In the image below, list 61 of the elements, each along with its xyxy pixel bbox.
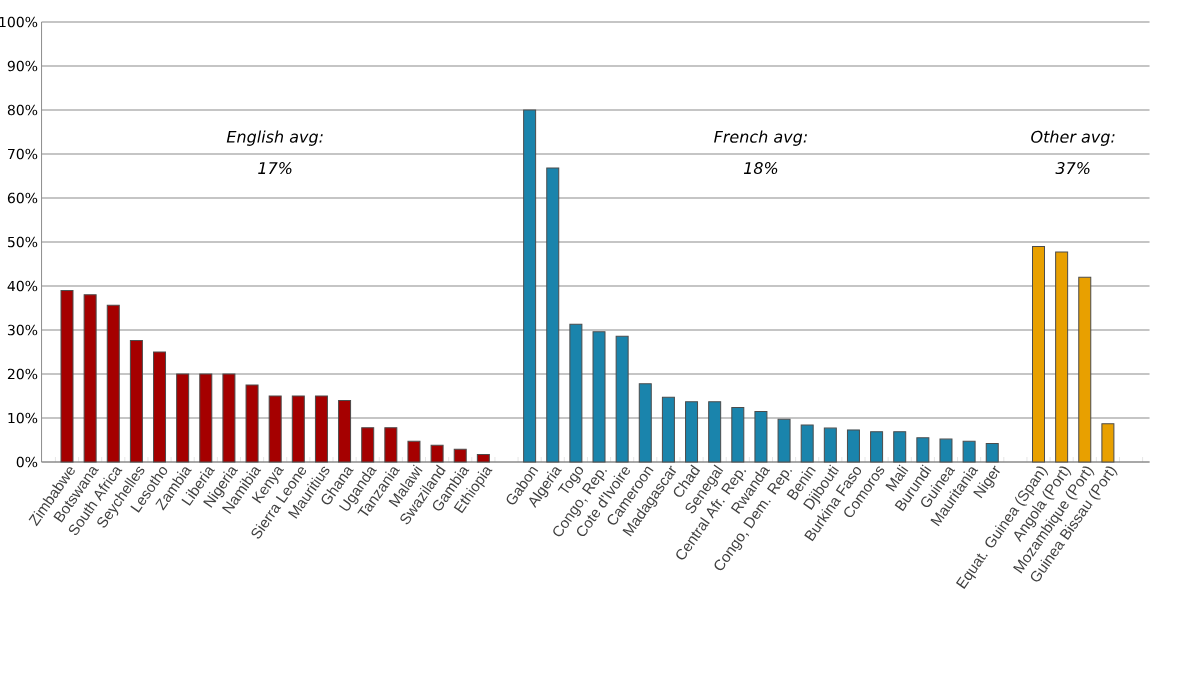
annotation: 37% [1055, 162, 1090, 175]
y-tick-label: 0% [16, 456, 38, 468]
bar [823, 427, 837, 463]
bar [83, 294, 97, 463]
bar [754, 410, 768, 463]
bar [338, 399, 352, 463]
bar [361, 427, 375, 463]
bar [731, 406, 745, 463]
bar [407, 440, 421, 463]
bar [777, 418, 791, 463]
bar [870, 431, 884, 463]
y-tick-label: 50% [7, 236, 38, 248]
bar [1078, 276, 1092, 463]
y-tick-label: 60% [7, 192, 38, 204]
bar [1055, 251, 1069, 463]
bar [985, 443, 999, 463]
bar [268, 395, 282, 463]
bar [916, 437, 930, 463]
bar [314, 395, 328, 463]
bar [106, 304, 120, 463]
bar [129, 340, 143, 463]
bar [638, 383, 652, 463]
y-tick-label: 70% [8, 148, 38, 160]
bar [893, 431, 907, 463]
bar [199, 373, 213, 463]
bar [615, 335, 629, 463]
bar [592, 331, 606, 463]
bar [153, 351, 167, 463]
bar [291, 395, 305, 463]
bar [939, 438, 953, 463]
bar [846, 429, 860, 463]
bar [222, 373, 236, 463]
bar [800, 424, 814, 463]
bar [523, 109, 537, 463]
bar [245, 384, 259, 463]
bar [1101, 423, 1115, 463]
annotation: 18% [743, 162, 778, 175]
bar [1032, 245, 1045, 463]
y-tick-label: 30% [7, 324, 38, 336]
y-tick-label: 20% [7, 368, 38, 380]
y-tick-label: 10% [8, 412, 38, 424]
bar [176, 373, 190, 463]
annotation: French avg: [714, 130, 807, 146]
y-tick-label: 40% [7, 280, 38, 292]
bar [453, 448, 467, 463]
bar [708, 401, 722, 463]
annotation: Other avg: [1031, 130, 1115, 146]
bar [661, 396, 675, 463]
bar [685, 401, 699, 463]
bar [60, 289, 74, 463]
y-tick-label: 100% [0, 16, 38, 28]
bar [546, 167, 560, 463]
y-tick-label: 80% [7, 104, 38, 116]
bar [569, 323, 583, 463]
annotation: English avg: [226, 130, 323, 146]
bar [430, 444, 444, 463]
annotation: 17% [258, 162, 292, 175]
bar [384, 427, 398, 463]
y-tick-label: 90% [7, 60, 38, 72]
bar [962, 440, 976, 463]
bar [476, 454, 490, 463]
